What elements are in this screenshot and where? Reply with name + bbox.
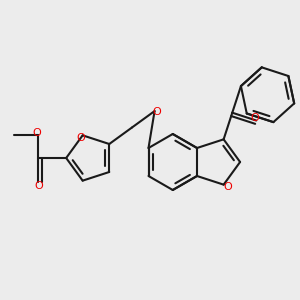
Text: O: O <box>152 107 161 117</box>
Text: O: O <box>35 181 44 191</box>
Text: O: O <box>223 182 232 192</box>
Text: O: O <box>76 133 85 143</box>
Text: O: O <box>251 112 260 122</box>
Text: O: O <box>33 128 42 138</box>
